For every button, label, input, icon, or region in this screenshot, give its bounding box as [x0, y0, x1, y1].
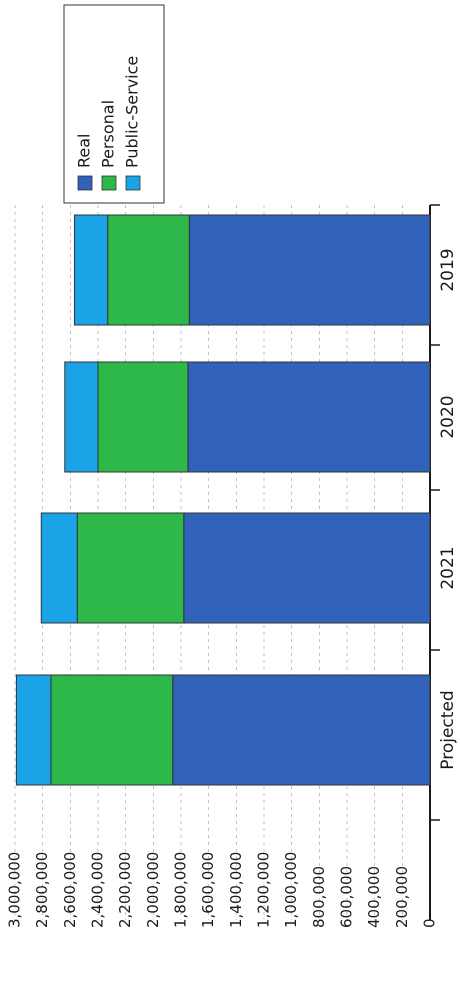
tick-label: 1,800,000	[172, 852, 190, 928]
tick-label: 600,000	[338, 866, 356, 928]
legend-box	[63, 4, 165, 204]
legend-label: Real	[75, 134, 94, 169]
bar-segment-real	[183, 512, 431, 624]
bar-segment-personal	[97, 361, 189, 473]
legend-swatch	[101, 175, 117, 191]
tick-label: 1,600,000	[199, 852, 217, 928]
tick-label: 0	[421, 918, 439, 928]
tick-label: 2,800,000	[33, 852, 51, 928]
tick-label: 2,600,000	[61, 852, 79, 928]
tick-label: 2,400,000	[89, 852, 107, 928]
legend-swatch	[77, 175, 93, 191]
category-label: 2019	[438, 248, 458, 291]
value-tick-labels: 0 200,000 400,000 600,000 800,000 1,000,000 1,…	[6, 852, 439, 928]
tick-label: 1,000,000	[282, 852, 300, 928]
tick-label: 2,200,000	[116, 852, 134, 928]
category-labels: Projected 2021 2020 2019	[438, 248, 458, 769]
legend-label: Public-Service	[123, 56, 142, 168]
bar-segment-real	[187, 361, 431, 473]
bar-segment-public-service	[40, 512, 78, 624]
category-label: Projected	[438, 690, 458, 769]
bar-segment-public-service	[64, 361, 99, 473]
bar-segment-personal	[107, 214, 190, 326]
tick-label: 800,000	[310, 866, 328, 928]
tick-label: 1,400,000	[227, 852, 245, 928]
legend-label: Personal	[99, 100, 118, 168]
bar-segment-real	[188, 214, 431, 326]
legend: Real Personal Public-Service	[63, 4, 165, 204]
bar-segment-real	[172, 674, 431, 786]
category-label: 2021	[438, 546, 458, 589]
bar-segment-public-service	[73, 214, 109, 326]
bar-segment-personal	[76, 512, 185, 624]
legend-swatch	[125, 175, 141, 191]
tick-label: 2,000,000	[144, 852, 162, 928]
tick-label: 200,000	[393, 866, 411, 928]
tick-label: 1,200,000	[255, 852, 273, 928]
bar-segment-public-service	[15, 674, 52, 786]
tick-label: 400,000	[365, 866, 383, 928]
category-label: 2020	[438, 395, 458, 438]
bars	[15, 214, 431, 786]
bar-segment-personal	[50, 674, 174, 786]
tick-label: 3,000,000	[6, 852, 24, 928]
